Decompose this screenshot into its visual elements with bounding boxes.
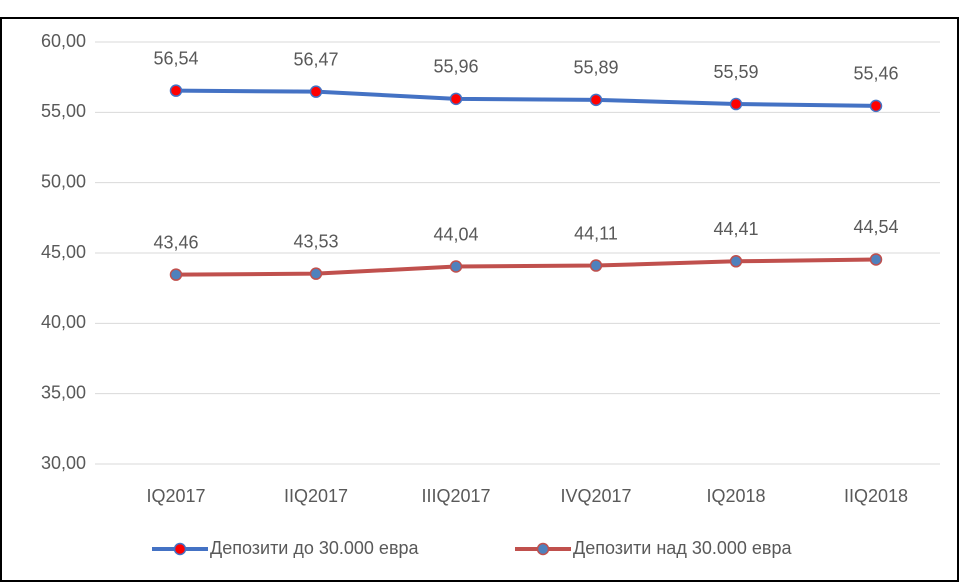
- data-label: 56,47: [293, 49, 338, 69]
- legend-marker: [173, 542, 187, 556]
- data-label: 44,11: [574, 223, 618, 243]
- series-line: [175, 257, 877, 277]
- data-label: 55,96: [433, 57, 478, 77]
- data-label: 44,04: [433, 224, 478, 244]
- point-marker: [729, 255, 743, 268]
- x-tick-label: IIIQ2017: [421, 486, 490, 506]
- point-marker: [169, 84, 183, 97]
- point-marker: [169, 268, 183, 281]
- x-tick-label: IQ2017: [146, 486, 205, 506]
- point-marker: [309, 267, 323, 280]
- x-tick-label: IIQ2018: [844, 486, 908, 506]
- y-tick-label: 40,00: [41, 312, 86, 332]
- y-tick-label: 50,00: [41, 171, 86, 191]
- x-tick-label: IQ2018: [706, 486, 765, 506]
- y-tick-label: 35,00: [41, 382, 86, 402]
- point-marker: [869, 253, 883, 266]
- data-label: 56,54: [153, 48, 198, 68]
- point-marker: [309, 85, 323, 98]
- data-label: 55,46: [853, 64, 898, 84]
- data-label: 44,54: [853, 217, 898, 237]
- y-tick-label: 45,00: [41, 242, 86, 262]
- y-tick-label: 60,00: [41, 31, 86, 51]
- data-label: 55,89: [573, 58, 618, 78]
- y-tick-label: 55,00: [41, 101, 86, 121]
- data-label: 43,46: [153, 232, 198, 252]
- series-line: [175, 88, 877, 108]
- y-tick-label: 30,00: [41, 453, 86, 473]
- point-marker: [589, 259, 603, 272]
- data-label: 43,53: [293, 231, 338, 251]
- x-tick-label: IIQ2017: [284, 486, 348, 506]
- point-marker: [449, 92, 463, 106]
- point-marker: [729, 97, 743, 111]
- data-label: 44,41: [713, 219, 758, 239]
- point-marker: [589, 93, 603, 107]
- point-marker: [869, 99, 883, 113]
- legend-marker: [536, 542, 550, 556]
- legend-label: Депозити до 30.000 евра: [210, 538, 420, 558]
- point-marker: [449, 260, 463, 273]
- data-label: 55,59: [713, 62, 758, 82]
- x-tick-label: IVQ2017: [560, 486, 631, 506]
- legend-label: Депозити над 30.000 евра: [573, 538, 792, 558]
